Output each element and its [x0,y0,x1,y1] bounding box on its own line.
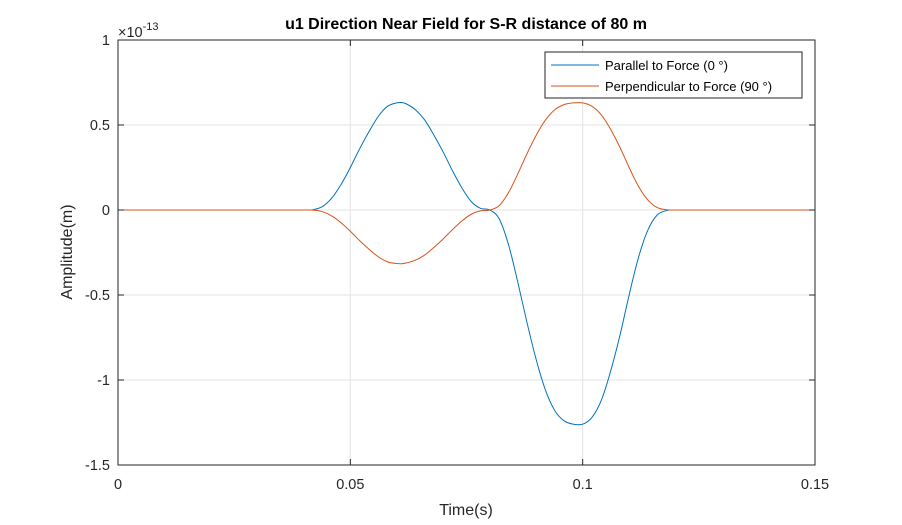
x-tick-labels: 0 0.05 0.1 0.15 [114,477,829,493]
y-tick-labels: 1 0.5 0 -0.5 -1 -1.5 [85,33,110,474]
legend-label-parallel: Parallel to Force (0 °) [605,58,728,73]
y-tick-label: -1.5 [85,458,110,474]
y-tick-label: -0.5 [85,288,110,304]
series-line-perpendicular [117,102,815,265]
legend: Parallel to Force (0 °) Perpendicular to… [544,51,803,99]
chart-title: u1 Direction Near Field for S-R distance… [285,16,647,33]
series-group [117,101,815,426]
legend-box [544,51,803,99]
y-tick-label: -1 [97,373,110,389]
x-axis-label: Time(s) [439,502,493,519]
y-exponent-label: ×10-13 [118,21,159,41]
y-tick-label: 0 [102,203,110,219]
series-line-parallel [117,101,815,426]
y-tick-label: 1 [102,33,110,49]
plot-area [118,40,815,465]
legend-label-perpendicular: Perpendicular to Force (90 °) [605,79,772,94]
x-tick-label: 0.15 [801,477,829,493]
y-exponent-power: -13 [143,21,159,33]
y-tick-label: 0.5 [90,118,110,134]
x-tick-label: 0 [114,477,122,493]
y-exponent-base: ×10 [118,25,143,41]
axes-box [117,39,816,466]
x-tick-label: 0.1 [573,477,593,493]
y-axis-label: Amplitude(m) [59,204,76,299]
ticks [117,39,816,466]
x-tick-label: 0.05 [336,477,364,493]
